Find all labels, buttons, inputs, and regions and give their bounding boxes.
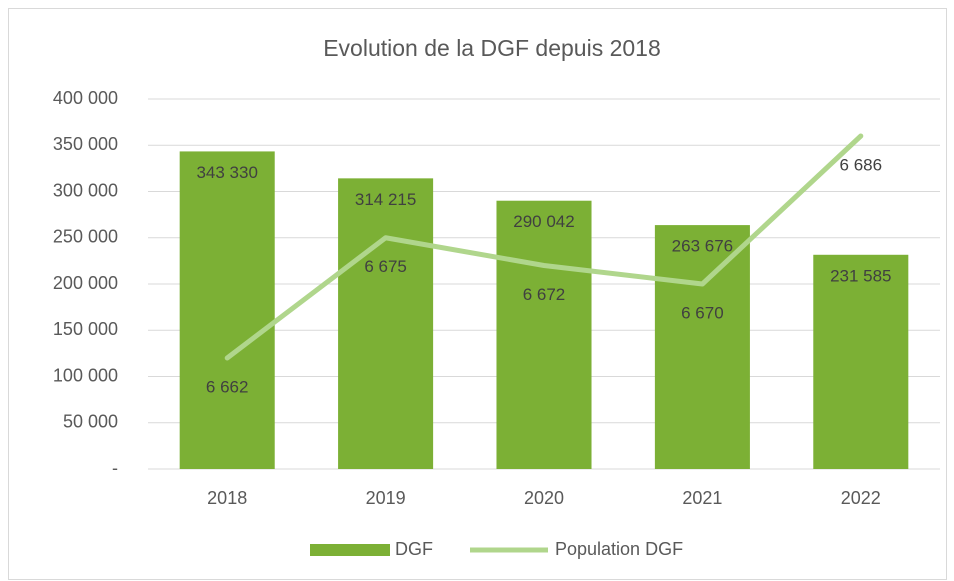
y-tick-label: 100 000 bbox=[53, 365, 118, 385]
x-tick-label: 2021 bbox=[682, 488, 722, 508]
x-tick-label: 2018 bbox=[207, 488, 247, 508]
bar bbox=[496, 200, 592, 469]
bar-value-label: 343 330 bbox=[196, 163, 257, 182]
y-tick-label: 350 000 bbox=[53, 134, 118, 154]
y-tick-label: 200 000 bbox=[53, 273, 118, 293]
bar bbox=[654, 225, 750, 469]
bar-value-label: 290 042 bbox=[513, 212, 574, 231]
y-tick-label: 150 000 bbox=[53, 319, 118, 339]
bar bbox=[813, 254, 909, 469]
bar-value-label: 314 215 bbox=[355, 190, 416, 209]
line bbox=[224, 133, 864, 361]
bar-value-label: 231 585 bbox=[830, 266, 891, 285]
bar-value-label: 263 676 bbox=[672, 237, 733, 256]
chart-title: Evolution de la DGF depuis 2018 bbox=[323, 35, 661, 61]
line-value-label: 6 672 bbox=[523, 285, 566, 304]
x-tick-label: 2022 bbox=[841, 488, 881, 508]
y-tick-label: 50 000 bbox=[63, 412, 118, 432]
bar bbox=[338, 178, 434, 469]
line-value-label: 6 675 bbox=[364, 257, 407, 276]
legend-label: Population DGF bbox=[555, 539, 683, 559]
y-tick-label: 250 000 bbox=[53, 227, 118, 247]
line-value-label: 6 662 bbox=[206, 377, 249, 396]
x-tick-label: 2020 bbox=[524, 488, 564, 508]
bar bbox=[179, 151, 275, 470]
chart-border bbox=[8, 8, 947, 580]
x-tick-label: 2019 bbox=[366, 488, 406, 508]
y-tick-label: 300 000 bbox=[53, 180, 118, 200]
line-value-label: 6 670 bbox=[681, 303, 724, 322]
legend-label: DGF bbox=[395, 539, 433, 559]
line-value-label: 6 686 bbox=[840, 155, 883, 174]
y-tick-label: - bbox=[112, 458, 118, 478]
y-tick-label: 400 000 bbox=[53, 88, 118, 108]
legend-swatch bbox=[310, 544, 390, 556]
